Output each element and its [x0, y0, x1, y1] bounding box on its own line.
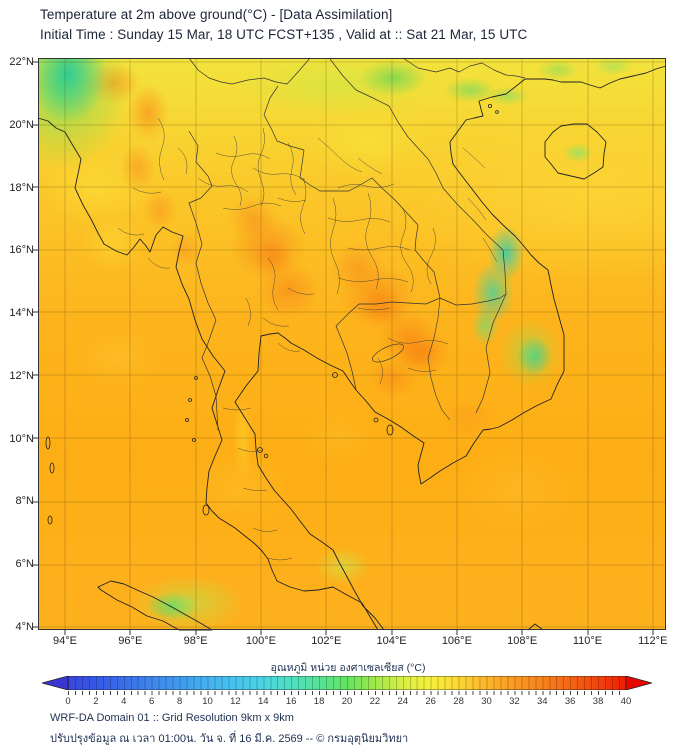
island-samui [257, 447, 263, 453]
colorbar-gradient-bar [67, 676, 627, 690]
colorbar-tick-label: 38 [592, 696, 604, 707]
colorbar-tick-label: 34 [537, 696, 548, 707]
map-title: Temperature at 2m above ground(°C) - [Da… [40, 7, 393, 22]
coastlines [37, 65, 667, 631]
colorbar-tick-label: 6 [149, 696, 155, 707]
lat-tick-label: 14°N [9, 307, 34, 320]
island-mergui-1 [194, 376, 198, 380]
lon-tick-label: 106°E [441, 635, 472, 647]
colorbar-label: อุณหภูมิ หน่วย องศาเซลเซียส (°C) [270, 662, 426, 674]
coast-bottom-islet [527, 623, 544, 631]
island-phuket [202, 504, 210, 516]
colorbar-tick-label: 40 [620, 696, 632, 707]
colorbar-tick-label: 12 [230, 696, 241, 707]
colorbar-tick-label: 4 [121, 696, 127, 707]
lat-tick-label: 16°N [9, 244, 34, 257]
border-thailand-laos-mekong [263, 114, 441, 299]
island-tonkin-1 [487, 104, 492, 109]
lon-tick-label: 110°E [572, 635, 603, 647]
lon-tick-label: 102°E [311, 635, 342, 647]
colorbar-minor-ticks [68, 691, 626, 695]
border-myanmar-china-laos [188, 57, 311, 116]
lon-tick-label: 94°E [53, 635, 77, 647]
border-thailand-cambodia [335, 297, 441, 390]
lake-tonle-sap [372, 343, 404, 363]
colorbar-tick-labels: 0 2 4 6 8 10 12 14 16 18 20 22 24 26 28 30 32 34 36 38 40 [65, 696, 631, 708]
island-mergui-2 [188, 398, 192, 402]
island-phuquoc [386, 424, 394, 436]
colorbar-tick-label: 16 [285, 696, 297, 707]
lon-tick-label: 104°E [376, 635, 407, 647]
colorbar-under-arrow [42, 676, 69, 690]
latitude-axis: 22°N 20°N 18°N 16°N 14°N 12°N 10°N 8°N 6°N 4°N [0, 56, 34, 634]
lon-tick-label: 100°E [245, 635, 276, 647]
colorbar-tick-label: 2 [93, 696, 99, 707]
lat-tick-label: 10°N [9, 432, 34, 445]
colorbar-tick-label: 8 [176, 696, 183, 707]
colorbar-tick-label: 24 [397, 696, 409, 707]
province-boundaries [117, 117, 498, 561]
colorbar-tick-label: 20 [341, 696, 353, 707]
map-canvas [33, 57, 667, 635]
island-andaman-1 [45, 436, 51, 450]
longitude-axis: 94°E 96°E 98°E 100°E 102°E 104°E 106°E 108°E 110… [38, 635, 668, 651]
river-mekong-cambodia [427, 297, 451, 421]
lat-tick-label: 18°N [9, 181, 34, 194]
temperature-field [38, 58, 666, 630]
lon-tick-label: 108°E [507, 635, 538, 647]
colorbar-over-arrow [625, 676, 652, 690]
border-myanmar-thailand [188, 130, 219, 431]
colorbar-tick-label: 18 [313, 696, 325, 707]
island-kohchang [332, 372, 338, 378]
colorbar-tick-label: 26 [425, 696, 436, 707]
island-mergui-3 [185, 418, 189, 422]
coast-hainan-island [544, 123, 607, 180]
border-laos-vietnam [329, 58, 507, 414]
lon-tick-label: 112°E [638, 635, 668, 647]
lat-tick-label: 4°N [15, 621, 34, 634]
border-laos-cambodia [439, 293, 507, 306]
lon-tick-label: 98°E [183, 635, 208, 647]
island-kohkong [373, 417, 379, 423]
colorbar-tick-label: 30 [481, 696, 492, 707]
colorbar-tick-label: 32 [509, 696, 520, 707]
island-mergui-4 [192, 438, 196, 442]
lat-tick-label: 8°N [15, 495, 34, 508]
island-phangan [263, 453, 269, 459]
lat-tick-label: 22°N [9, 56, 34, 68]
colorbar-tick-label: 36 [564, 696, 576, 707]
border-china-vietnam [402, 57, 526, 79]
footer-update-info: ปรับปรุงข้อมูล ณ เวลา 01:00น. วัน จ. ที่… [50, 733, 409, 745]
colorbar-tick-label: 10 [202, 696, 213, 707]
coast-east-gulf-vietnam-china [234, 65, 667, 631]
small-islands [45, 104, 499, 525]
coast-west-bay-of-bengal [37, 117, 379, 631]
axis-ticks [33, 61, 654, 635]
coast-sumatra [97, 580, 213, 631]
colorbar-tick-label: 0 [65, 696, 71, 707]
colorbar-tick-label: 14 [258, 696, 269, 707]
island-nicobar [47, 515, 53, 525]
colorbar-tick-label: 28 [453, 696, 464, 707]
lat-tick-label: 6°N [15, 558, 34, 571]
footer-model-info: WRF-DA Domain 01 :: Grid Resolution 9km … [50, 712, 294, 724]
graticule-gridlines [38, 58, 666, 630]
colorbar [42, 676, 652, 690]
map-subtitle-time: Initial Time : Sunday 15 Mar, 18 UTC FCS… [40, 27, 528, 42]
colorbar-tick-label: 22 [369, 696, 381, 707]
country-borders [188, 57, 526, 431]
lat-tick-label: 20°N [9, 118, 34, 131]
island-andaman-2 [49, 462, 55, 474]
map-frame [38, 58, 666, 630]
lat-tick-label: 12°N [9, 369, 34, 382]
map-overlay-svg [33, 57, 667, 635]
island-tonkin-2 [495, 110, 499, 114]
lon-tick-label: 96°E [118, 635, 143, 647]
